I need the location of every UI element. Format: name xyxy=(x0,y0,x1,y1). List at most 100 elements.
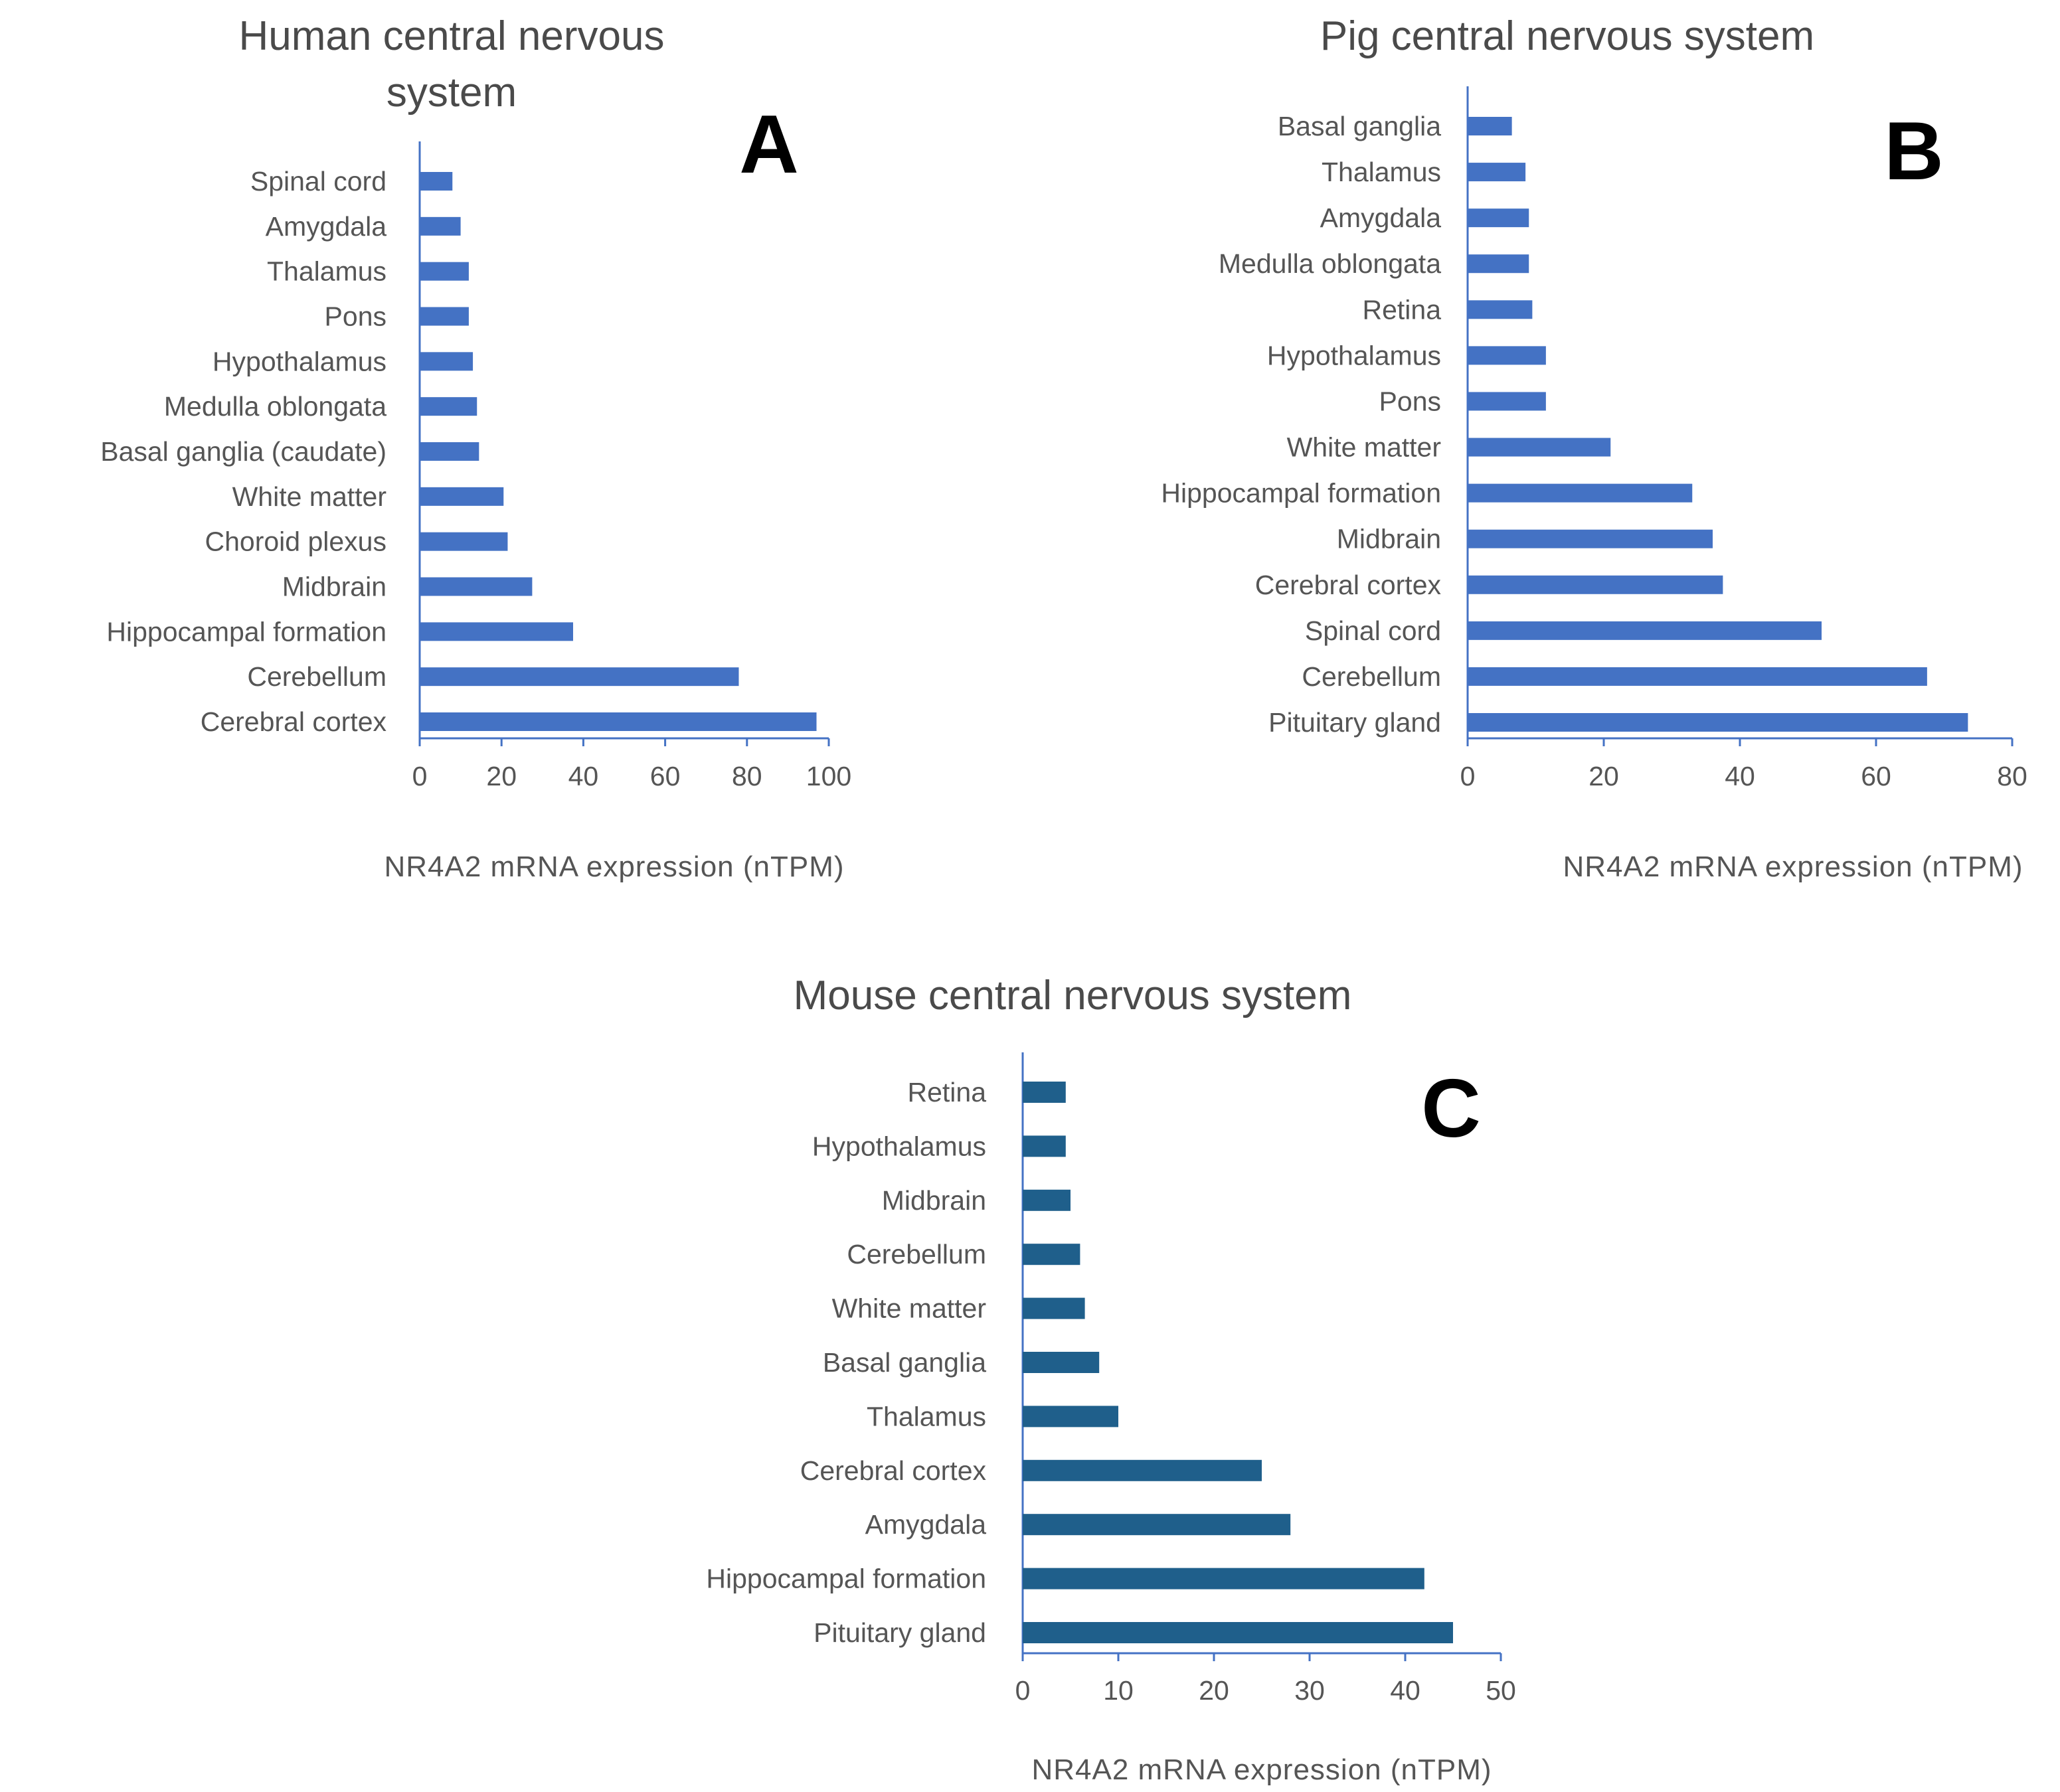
bar xyxy=(1468,575,1723,594)
chart-human-cns: Human central nervous system A Spinal cord A… xyxy=(100,13,851,883)
category-label: Amygdala xyxy=(1320,203,1442,233)
category-label: Thalamus xyxy=(1322,157,1441,187)
bar xyxy=(1023,1297,1085,1319)
x-tick-label: 40 xyxy=(568,761,599,791)
category-label: Cerebral cortex xyxy=(201,706,387,737)
bar xyxy=(1023,1189,1071,1211)
bar xyxy=(1468,392,1546,411)
x-tick-label: 60 xyxy=(650,761,681,791)
bar xyxy=(420,216,461,236)
x-axis-label: NR4A2 mRNA expression (nTPM) xyxy=(1563,851,2023,883)
category-label: Medulla oblongata xyxy=(164,391,386,422)
bar xyxy=(420,307,469,326)
category-label: White matter xyxy=(232,481,386,512)
bar xyxy=(1468,208,1529,228)
category-label: Pituitary gland xyxy=(814,1617,986,1648)
bar xyxy=(1468,346,1546,365)
chart-mouse-cns: Mouse central nervous system C Retina Hypot… xyxy=(706,973,1515,1786)
bar xyxy=(420,712,817,731)
x-tick-label: 10 xyxy=(1103,1675,1134,1706)
bar xyxy=(1468,667,1927,686)
category-label: Retina xyxy=(1362,294,1441,325)
category-label: Midbrain xyxy=(282,572,386,602)
x-tick-label: 0 xyxy=(412,761,428,791)
bar xyxy=(420,487,504,506)
panel-label: C xyxy=(1421,1063,1481,1155)
category-label: Basal ganglia xyxy=(823,1347,986,1378)
x-tick-label: 0 xyxy=(1460,761,1476,791)
x-tick-label: 30 xyxy=(1294,1675,1325,1706)
category-label: Hippocampal formation xyxy=(706,1564,986,1594)
bar xyxy=(420,622,573,641)
category-label: Basal ganglia (caudate) xyxy=(100,436,386,467)
category-label: Basal ganglia xyxy=(1278,111,1441,141)
bar xyxy=(1468,300,1533,319)
category-label: Pons xyxy=(1379,386,1441,416)
bar xyxy=(1023,1406,1118,1427)
bar xyxy=(420,532,508,551)
bar xyxy=(1468,438,1611,457)
category-label: Midbrain xyxy=(882,1185,986,1216)
category-label: Spinal cord xyxy=(1305,615,1441,646)
bar xyxy=(1023,1514,1291,1536)
category-label: Midbrain xyxy=(1337,524,1441,554)
x-axis-label: NR4A2 mRNA expression (nTPM) xyxy=(384,851,844,883)
x-tick-label: 0 xyxy=(1015,1675,1031,1706)
category-label: Cerebellum xyxy=(1302,661,1441,692)
category-label: Cerebral cortex xyxy=(1255,570,1442,600)
x-tick-label: 40 xyxy=(1725,761,1755,791)
x-tick-label: 100 xyxy=(806,761,851,791)
bar xyxy=(1023,1459,1262,1481)
bar xyxy=(1468,483,1693,503)
bar xyxy=(420,667,739,687)
x-axis-label: NR4A2 mRNA expression (nTPM) xyxy=(1031,1753,1492,1786)
category-label: White matter xyxy=(1287,432,1441,463)
category-label: Choroid plexus xyxy=(205,527,387,557)
panel-label: A xyxy=(739,99,799,191)
bar xyxy=(1023,1352,1100,1373)
x-tick-label: 60 xyxy=(1861,761,1891,791)
category-label: Cerebral cortex xyxy=(800,1455,987,1486)
chart-pig-cns: Pig central nervous system B Basal ganglia… xyxy=(1161,13,2027,883)
bar xyxy=(420,442,479,461)
bar xyxy=(1023,1135,1066,1157)
category-label: Cerebellum xyxy=(847,1239,986,1269)
x-tick-label: 50 xyxy=(1486,1675,1516,1706)
bar xyxy=(420,172,453,191)
bar xyxy=(420,352,473,371)
bar xyxy=(1468,621,1822,640)
category-label: Hippocampal formation xyxy=(106,616,386,647)
category-label: Amygdala xyxy=(865,1509,987,1540)
bar xyxy=(1468,254,1529,274)
bar xyxy=(1468,529,1713,548)
bar xyxy=(420,397,477,416)
bar xyxy=(1023,1244,1080,1265)
category-label: Hypothalamus xyxy=(812,1131,986,1161)
category-label: Cerebellum xyxy=(247,661,386,692)
category-label: Hypothalamus xyxy=(1267,340,1441,370)
category-label: Amygdala xyxy=(266,211,387,242)
bar xyxy=(1023,1622,1453,1643)
category-label: Thalamus xyxy=(867,1401,986,1431)
category-label: Spinal cord xyxy=(250,166,386,197)
bar xyxy=(1468,117,1512,135)
bar xyxy=(420,262,469,281)
chart-title: system xyxy=(386,70,517,116)
category-label: Pituitary gland xyxy=(1268,707,1441,738)
chart-title: Mouse central nervous system xyxy=(794,973,1352,1018)
bar xyxy=(420,577,533,596)
panel-label: B xyxy=(1884,106,1944,197)
x-tick-label: 40 xyxy=(1390,1675,1420,1706)
category-label: Hippocampal formation xyxy=(1161,478,1441,509)
x-tick-label: 20 xyxy=(1588,761,1619,791)
x-tick-label: 20 xyxy=(486,761,517,791)
x-tick-label: 80 xyxy=(1997,761,2027,791)
category-label: Pons xyxy=(325,301,386,332)
bar xyxy=(1023,1082,1066,1103)
bar xyxy=(1023,1568,1424,1589)
chart-title: Pig central nervous system xyxy=(1320,13,1814,59)
category-label: Thalamus xyxy=(267,256,386,287)
bar xyxy=(1468,163,1526,182)
category-label: Retina xyxy=(907,1077,986,1107)
